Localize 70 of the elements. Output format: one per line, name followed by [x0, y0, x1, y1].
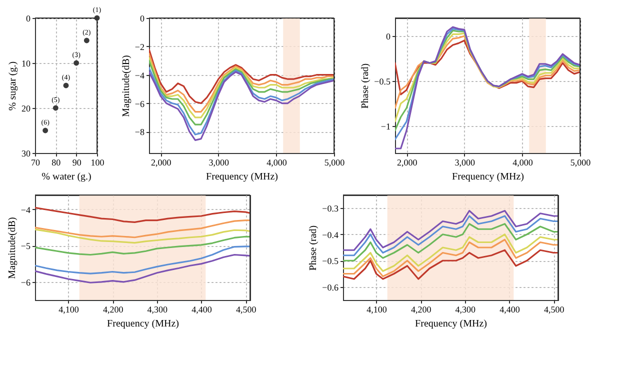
y-tick-label: −0.3: [322, 204, 339, 214]
x-tick-label: 3,000: [454, 158, 476, 168]
x-tick-label: 4,200: [102, 304, 124, 314]
x-tick-label: 4,000: [266, 158, 288, 168]
y-axis-title: Phase (rad): [308, 225, 320, 271]
line-series: [343, 238, 558, 278]
x-tick-label: 4,000: [512, 158, 534, 168]
y-tick-label: −0.4: [322, 230, 339, 240]
line-series: [35, 220, 250, 238]
point: [52, 105, 58, 111]
point: [42, 128, 48, 134]
y-tick-label: 0: [386, 32, 391, 42]
y-axis-title: Phase (rad): [360, 63, 372, 109]
y-tick-label: −1: [380, 122, 390, 132]
y-tick-label: −5: [20, 241, 31, 252]
line-series: [35, 254, 250, 284]
line-series: [343, 210, 558, 251]
y-tick-label: 0: [26, 14, 31, 24]
y-tick-label: −0.5: [374, 76, 391, 86]
x-axis-title: Frequency (MHz): [206, 172, 278, 182]
line-series: [343, 215, 558, 256]
x-tick-label: 4,100: [366, 304, 388, 314]
x-tick-label: 4,500: [236, 304, 257, 314]
y-tick-label: −0.5: [322, 256, 339, 266]
x-tick-label: 4,400: [192, 304, 212, 314]
x-tick-label: 4,200: [410, 304, 432, 314]
y-tick-label: −6: [20, 277, 31, 288]
y-axis-title: % sugar (g.): [8, 61, 18, 111]
point: [74, 60, 80, 66]
x-tick-label: 5,000: [324, 158, 346, 168]
line-series: [35, 236, 250, 256]
y-tick-label: 30: [22, 148, 31, 158]
x-tick-label: 100: [90, 158, 105, 168]
line-series: [35, 246, 250, 274]
x-tick-label: 3,000: [208, 158, 230, 168]
x-tick-label: 4,300: [147, 304, 168, 314]
point: [84, 38, 90, 44]
x-tick-label: 5,000: [570, 158, 592, 168]
x-axis-title: Frequency (MHz): [415, 318, 487, 330]
x-tick-label: 2,000: [150, 158, 172, 168]
x-axis-title: Frequency (MHz): [452, 172, 524, 182]
line-series: [35, 228, 250, 244]
x-tick-label: 4,100: [58, 304, 80, 314]
y-tick-label: 0: [140, 14, 145, 24]
x-tick-label: 2,000: [396, 158, 418, 168]
line-series: [35, 206, 250, 223]
x-axis-title: Frequency (MHz): [107, 318, 179, 330]
y-tick-label: −0.6: [322, 282, 339, 292]
x-tick-label: 4,400: [500, 304, 520, 314]
y-tick-label: −4: [20, 204, 31, 215]
line-series: [343, 249, 558, 280]
y-tick-label: 10: [22, 58, 31, 68]
y-axis-title: Magnitude(dB): [120, 55, 132, 117]
point: [63, 82, 69, 88]
x-tick-label: 4,300: [455, 304, 476, 314]
y-tick-label: −6: [134, 98, 145, 109]
x-tick-label: 80: [52, 158, 62, 168]
y-tick-label: −8: [134, 127, 145, 138]
line-series: [395, 35, 580, 109]
x-axis-title: % water (g.): [42, 172, 92, 182]
y-tick-label: 20: [22, 104, 31, 114]
y-tick-label: −2: [134, 42, 144, 52]
line-series: [343, 223, 558, 262]
line-series: [343, 234, 558, 272]
y-tick-label: −4: [134, 70, 145, 80]
x-tick-label: 4,500: [544, 304, 565, 314]
y-axis-title: Magnitude(dB): [6, 217, 18, 279]
x-tick-label: 70: [31, 158, 40, 168]
line-series: [149, 48, 334, 104]
x-tick-label: 90: [72, 158, 82, 168]
